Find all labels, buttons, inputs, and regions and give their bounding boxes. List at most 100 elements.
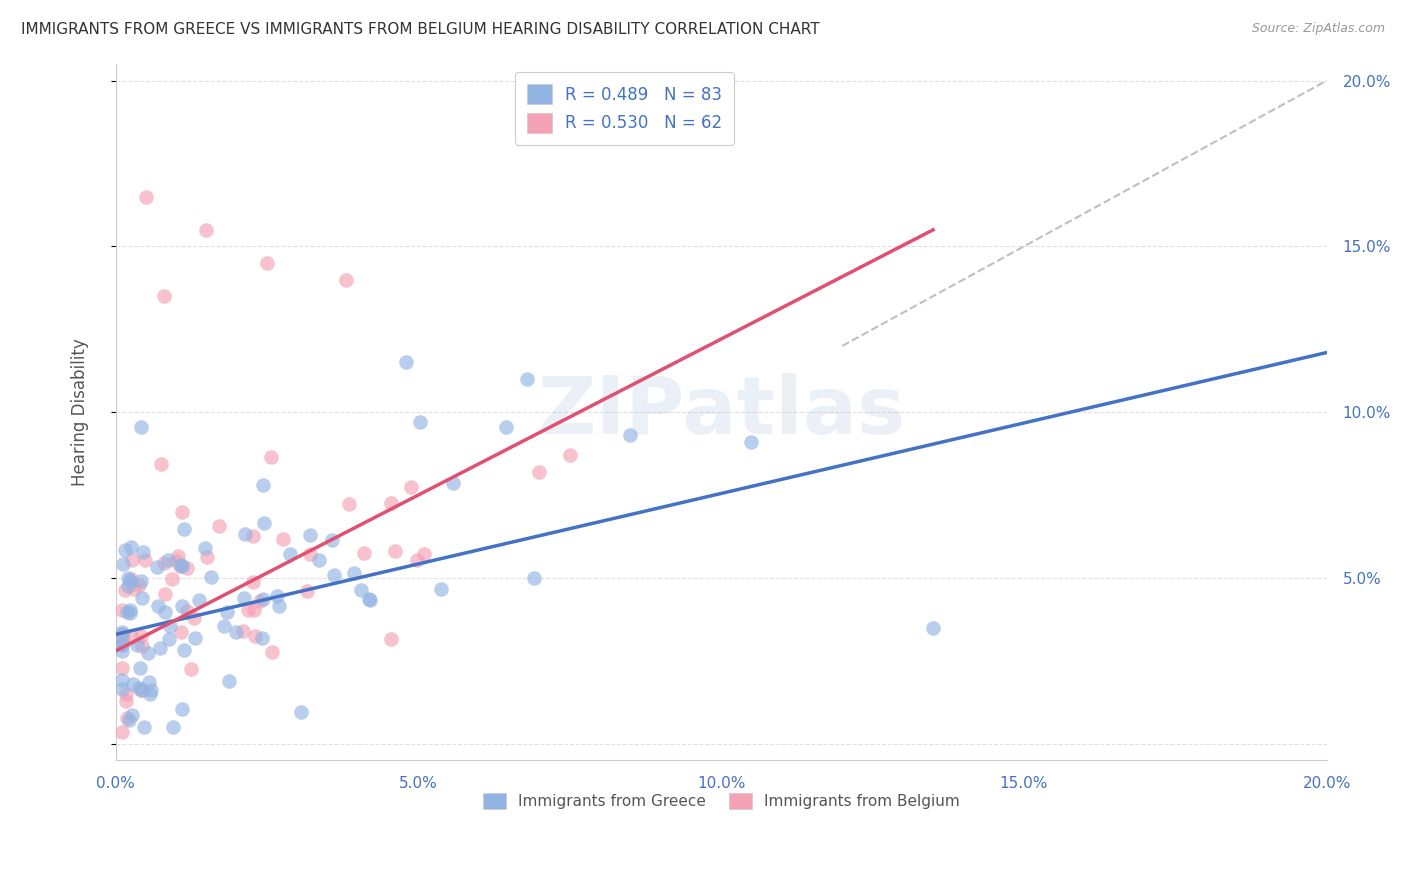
Point — [122, 582, 145, 597]
Point — [111, 638, 134, 652]
Point — [122, 677, 145, 691]
Point — [172, 702, 194, 716]
Point — [413, 547, 436, 561]
Point — [353, 546, 375, 560]
Point — [335, 272, 357, 286]
Point — [114, 583, 136, 598]
Point — [252, 592, 274, 607]
Point — [180, 662, 202, 676]
Point — [359, 592, 381, 607]
Point — [207, 518, 229, 533]
Point — [146, 599, 169, 613]
Point — [121, 540, 143, 554]
Point — [160, 573, 183, 587]
Point — [266, 590, 288, 604]
Point — [176, 604, 198, 618]
Point — [271, 533, 294, 547]
Point — [195, 550, 218, 565]
Point — [183, 611, 205, 625]
Point — [236, 603, 259, 617]
Point — [269, 599, 291, 614]
Point — [298, 528, 321, 542]
Point — [429, 582, 451, 596]
Point — [111, 644, 134, 658]
Point — [441, 476, 464, 491]
Point — [278, 547, 301, 561]
Point — [153, 556, 176, 570]
Point — [128, 577, 150, 591]
Point — [188, 592, 211, 607]
Point — [321, 533, 343, 547]
Point — [262, 645, 284, 659]
Point — [242, 574, 264, 589]
Legend: Immigrants from Greece, Immigrants from Belgium: Immigrants from Greece, Immigrants from … — [477, 788, 966, 815]
Point — [409, 415, 432, 429]
Point — [349, 582, 371, 597]
Point — [250, 631, 273, 645]
Point — [253, 516, 276, 531]
Point — [260, 450, 283, 464]
Point — [111, 637, 134, 651]
Point — [183, 631, 205, 645]
Point — [295, 584, 318, 599]
Point — [111, 724, 134, 739]
Point — [217, 605, 239, 619]
Point — [170, 624, 193, 639]
Point — [111, 624, 134, 639]
Point — [111, 661, 134, 675]
Point — [145, 559, 167, 574]
Point — [118, 714, 141, 728]
Point — [170, 558, 193, 573]
Point — [111, 682, 134, 697]
Point — [173, 643, 195, 657]
Point — [128, 681, 150, 696]
Point — [495, 420, 517, 434]
Point — [399, 480, 422, 494]
Point — [194, 541, 217, 555]
Point — [121, 708, 143, 723]
Point — [212, 619, 235, 633]
Point — [157, 553, 180, 567]
Y-axis label: Hearing Disability: Hearing Disability — [72, 338, 89, 486]
Point — [650, 90, 672, 104]
Point — [162, 720, 184, 734]
Point — [132, 545, 155, 559]
Point — [120, 573, 142, 587]
Point — [131, 591, 153, 606]
Point — [129, 574, 152, 588]
Point — [127, 638, 149, 652]
Point — [249, 594, 271, 608]
Point — [115, 694, 138, 708]
Point — [740, 435, 762, 450]
Point — [232, 624, 254, 639]
Text: Source: ZipAtlas.com: Source: ZipAtlas.com — [1251, 22, 1385, 36]
Point — [225, 624, 247, 639]
Point — [111, 627, 134, 641]
Point — [619, 428, 641, 442]
Point — [359, 591, 381, 606]
Point — [343, 566, 366, 580]
Point — [138, 674, 160, 689]
Point — [112, 557, 135, 571]
Point — [120, 603, 142, 617]
Point — [523, 571, 546, 585]
Point — [218, 673, 240, 688]
Point — [337, 498, 360, 512]
Point — [141, 683, 163, 698]
Point — [290, 705, 312, 719]
Point — [138, 687, 160, 701]
Point — [298, 547, 321, 561]
Point — [121, 553, 143, 567]
Point — [176, 561, 198, 575]
Point — [128, 661, 150, 675]
Point — [159, 619, 181, 633]
Point — [134, 720, 156, 734]
Text: ZIPatlas: ZIPatlas — [537, 373, 905, 451]
Point — [235, 526, 257, 541]
Point — [129, 628, 152, 642]
Point — [252, 477, 274, 491]
Point — [170, 599, 193, 614]
Point — [243, 603, 266, 617]
Point — [129, 420, 152, 434]
Point — [406, 553, 429, 567]
